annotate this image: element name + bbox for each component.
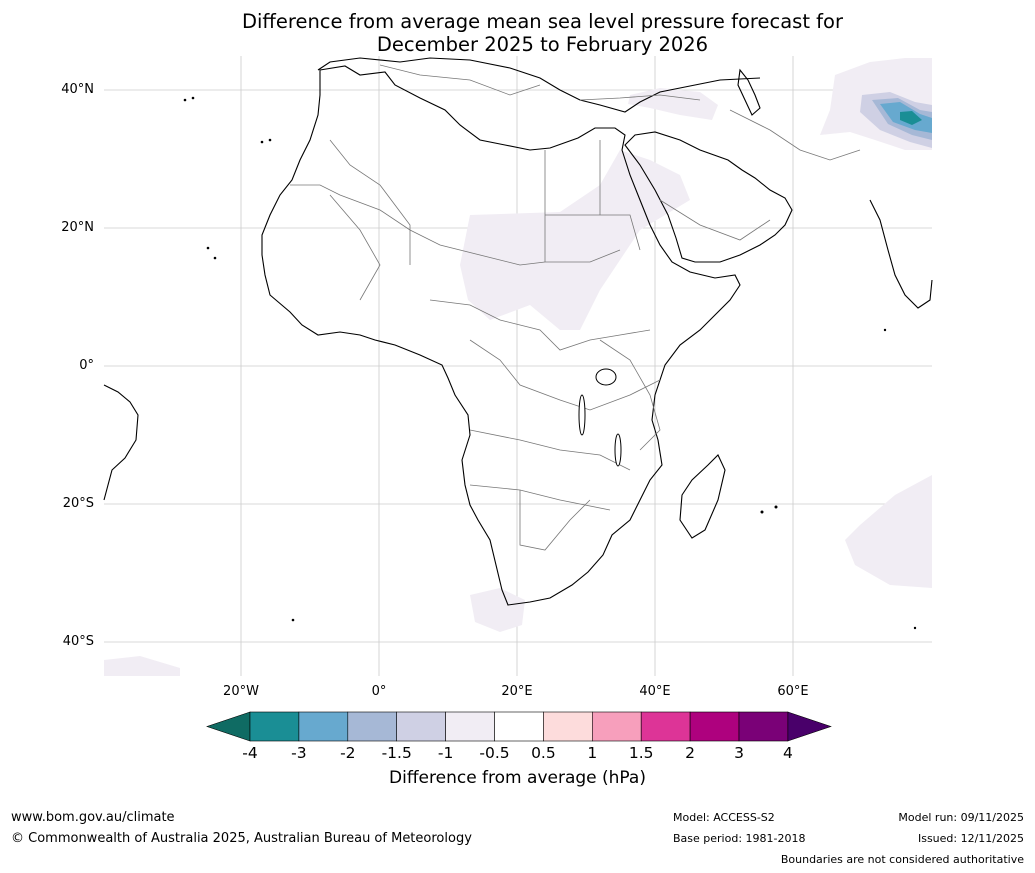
border-sudan xyxy=(545,214,641,251)
anomaly-region-southern xyxy=(104,656,180,676)
lat-label-20n: 20°N xyxy=(61,220,94,235)
anomaly-region-sahel xyxy=(460,150,690,330)
footer-issued: Issued: 12/11/2025 xyxy=(917,832,1024,845)
europe-coastline xyxy=(317,57,761,113)
caspian-coastline xyxy=(737,68,761,116)
lat-label-40n: 40°N xyxy=(61,82,94,97)
title-line-2: December 2025 to February 2026 xyxy=(376,33,709,56)
island-cape-verde-2 xyxy=(213,256,217,260)
lat-label-40s: 40°S xyxy=(62,634,94,649)
anomaly-region-south-atlantic xyxy=(470,588,525,632)
footer-base-period: Base period: 1981-2018 xyxy=(673,832,806,845)
colorbar-tick-label: 4 xyxy=(782,744,793,762)
chart-title: Difference from average mean sea level p… xyxy=(0,10,1035,56)
border-central xyxy=(429,299,651,351)
border-east xyxy=(599,339,661,451)
country-borders xyxy=(290,64,861,551)
lakes xyxy=(578,368,622,467)
coastlines xyxy=(103,57,933,606)
india-coastline xyxy=(869,199,933,309)
lake-malawi xyxy=(614,433,622,467)
border-arabia xyxy=(659,199,771,241)
border-algeria xyxy=(329,139,411,265)
colorbar-tick-label: 1.5 xyxy=(628,744,654,762)
colorbar-tick-label: 3 xyxy=(734,744,744,762)
island-reunion xyxy=(760,510,764,514)
lon-label-60e: 60°E xyxy=(777,684,809,699)
lake-tanganyika xyxy=(578,394,586,436)
island-st-helena xyxy=(291,618,295,622)
islands xyxy=(183,96,917,630)
colorbar-tick-label: -1 xyxy=(437,744,454,762)
anomaly-region-central-asia-5 xyxy=(900,111,922,125)
island-azores-1 xyxy=(183,98,187,102)
lake-victoria xyxy=(595,368,617,386)
island-mauritius xyxy=(774,505,778,509)
border-south-africa xyxy=(519,490,591,551)
border-sahara xyxy=(290,184,621,266)
colorbar-label: Difference from average (hPa) xyxy=(389,768,646,788)
lon-label-20e: 20°E xyxy=(501,684,533,699)
border-congo xyxy=(469,339,661,411)
lon-label-40e: 40°E xyxy=(639,684,671,699)
colorbar-tick-label: -3 xyxy=(291,744,307,762)
island-canaries-2 xyxy=(268,138,272,142)
colorbar-tick-label: 2 xyxy=(685,744,696,762)
footer-disclaimer: Boundaries are not considered authoritat… xyxy=(780,853,1024,866)
colorbar-tick-label: 0.5 xyxy=(531,744,556,762)
arabia-coastline xyxy=(624,131,793,263)
lat-label-20s: 20°S xyxy=(62,496,94,511)
colorbar-tick-label: -1.5 xyxy=(381,744,412,762)
madagascar-coastline xyxy=(679,454,726,539)
border-iran xyxy=(729,109,861,161)
island-maldives xyxy=(883,328,887,332)
island-chagos xyxy=(913,626,917,630)
lon-label-0: 0° xyxy=(371,684,387,699)
border-europe xyxy=(379,64,541,96)
border-libya-egypt xyxy=(544,140,601,262)
colorbar-tick-label: -2 xyxy=(340,744,356,762)
island-azores-2 xyxy=(191,96,195,100)
africa-coastline xyxy=(261,65,741,606)
border-southern xyxy=(469,429,631,511)
colorbar-tick-label: 1 xyxy=(587,744,598,762)
colorbar-tick-label: -4 xyxy=(242,744,258,762)
south-america-coastline xyxy=(103,384,139,501)
anomaly-region-indian-ocean xyxy=(845,475,932,588)
lat-label-0: 0° xyxy=(79,358,94,373)
island-cape-verde-1 xyxy=(206,246,210,250)
footer-copyright: © Commonwealth of Australia 2025, Austra… xyxy=(11,831,472,846)
title-line-1: Difference from average mean sea level p… xyxy=(242,10,843,33)
colorbar-tick-label: -0.5 xyxy=(479,744,510,762)
anomaly-region-mideast xyxy=(628,88,718,120)
pressure-anomaly-shading xyxy=(104,58,932,676)
footer-model-run: Model run: 09/11/2025 xyxy=(898,811,1024,824)
footer-model: Model: ACCESS-S2 xyxy=(673,811,775,824)
border-mali xyxy=(329,194,381,301)
lon-label-20w: 20°W xyxy=(223,684,259,699)
border-turkey xyxy=(579,94,701,101)
island-canaries-1 xyxy=(260,140,264,144)
footer-website: www.bom.gov.au/climate xyxy=(11,810,175,825)
graticule xyxy=(104,56,932,676)
